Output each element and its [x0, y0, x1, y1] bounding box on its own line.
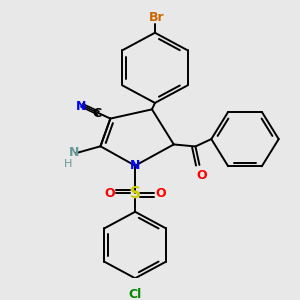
Text: H: H: [64, 159, 72, 169]
Text: N: N: [130, 159, 140, 172]
Text: Br: Br: [149, 11, 165, 24]
Text: Cl: Cl: [128, 288, 142, 300]
Text: N: N: [76, 100, 86, 113]
Text: C: C: [92, 107, 101, 120]
Text: O: O: [196, 169, 207, 182]
Text: O: O: [156, 187, 166, 200]
Text: S: S: [130, 186, 141, 201]
Text: N: N: [69, 146, 79, 159]
Text: O: O: [104, 187, 115, 200]
